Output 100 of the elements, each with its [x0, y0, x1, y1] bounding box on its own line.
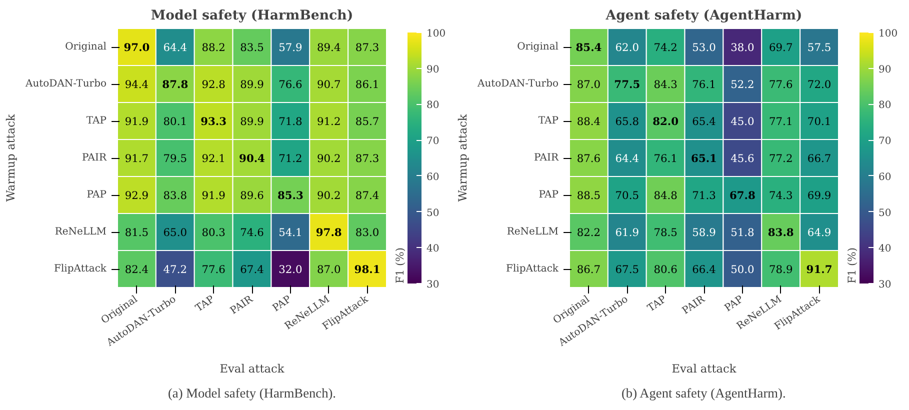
y-tick-label: PAP — [538, 190, 559, 200]
color-bar-label: 80 — [426, 100, 440, 112]
data-label: 78.5 — [654, 226, 678, 239]
data-label: 58.9 — [692, 226, 716, 239]
color-bar-label: 100 — [426, 28, 446, 40]
data-label: 64.4 — [615, 152, 640, 165]
text: (b) Agent safety (AgentHarm). — [621, 386, 786, 400]
data-label: 87.0 — [316, 263, 341, 276]
data-label: 87.3 — [355, 41, 380, 54]
data-label: 54.1 — [278, 226, 302, 239]
color-bar-label: 70 — [426, 136, 440, 148]
data-label: 65.8 — [615, 115, 640, 128]
data-label: 65.0 — [163, 226, 188, 239]
data-label: 80.6 — [654, 263, 678, 276]
data-label: 91.9 — [124, 115, 149, 128]
data-label: 87.4 — [355, 189, 380, 202]
data-label: 85.7 — [355, 115, 380, 128]
color-bar-label: 30 — [426, 280, 440, 290]
data-label: 88.2 — [202, 41, 226, 54]
data-label: 90.2 — [316, 189, 341, 202]
data-label: 76.1 — [654, 152, 678, 165]
data-label: 51.8 — [730, 226, 755, 239]
data-label: 71.3 — [692, 189, 716, 202]
data-label: 89.6 — [240, 189, 264, 202]
data-label: 98.1 — [354, 263, 380, 276]
data-label: 84.3 — [654, 78, 678, 91]
color-bar-label: 30 — [878, 280, 892, 290]
data-label: 38.0 — [730, 41, 755, 54]
color-bar-label: 70 — [878, 136, 892, 148]
data-label: 45.6 — [730, 152, 755, 165]
color-bar-label: 40 — [426, 244, 440, 255]
data-label: 74.2 — [654, 41, 678, 54]
data-label: 92.8 — [202, 78, 226, 91]
data-label: 83.8 — [163, 189, 188, 202]
data-label: 67.4 — [240, 263, 264, 276]
data-label: 53.0 — [692, 41, 716, 54]
data-label: 86.7 — [576, 263, 601, 276]
data-label: 89.9 — [240, 115, 264, 128]
data-label: 61.9 — [615, 226, 640, 239]
y-tick-label: PAP — [86, 190, 107, 200]
data-label: 65.1 — [691, 152, 717, 165]
data-label: 62.0 — [615, 41, 640, 54]
data-label: 67.5 — [615, 263, 640, 276]
y-tick-label: TAP — [538, 116, 559, 126]
data-label: 85.4 — [576, 41, 602, 54]
data-label: 69.7 — [768, 41, 793, 54]
data-label: 72.0 — [807, 78, 832, 91]
data-label: 83.0 — [355, 226, 380, 239]
data-label: 76.6 — [278, 78, 303, 91]
data-label: 70.1 — [807, 115, 832, 128]
y-tick-label: ReNeLLM — [506, 226, 559, 238]
data-label: 91.9 — [202, 189, 226, 202]
data-label: 76.1 — [692, 78, 716, 91]
data-label: 45.0 — [730, 115, 755, 128]
color-bar-label: 60 — [426, 172, 440, 183]
data-label: 83.5 — [240, 41, 264, 54]
y-tick-label: TAP — [86, 116, 107, 126]
y-tick-label: AutoDAN-Turbo — [24, 78, 107, 90]
x-axis-title: Eval attack — [672, 361, 736, 376]
y-tick-label: AutoDAN-Turbo — [476, 78, 559, 90]
data-label: 94.4 — [124, 78, 149, 91]
data-label: 71.2 — [278, 152, 302, 165]
data-label: 87.0 — [576, 78, 601, 91]
data-label: 91.7 — [806, 263, 832, 276]
data-label: 92.9 — [124, 189, 149, 202]
color-bar-label: 100 — [878, 28, 898, 40]
color-bar-label: 90 — [426, 64, 440, 76]
data-label: 77.6 — [768, 78, 793, 91]
data-label: 80.1 — [163, 115, 188, 128]
color-bar-title: F1 (%) — [394, 247, 406, 284]
data-label: 81.5 — [124, 226, 149, 239]
color-bar-label: 50 — [426, 208, 440, 219]
data-label: 91.2 — [316, 115, 341, 128]
y-tick-label: ReNeLLM — [54, 226, 107, 238]
data-label: 52.2 — [730, 78, 754, 91]
y-tick-label: PAIR — [82, 152, 107, 164]
data-label: 50.0 — [730, 263, 755, 276]
data-label: 97.8 — [316, 226, 342, 239]
color-bar-label: 60 — [878, 172, 892, 183]
data-label: 97.0 — [124, 41, 150, 54]
data-label: 88.5 — [576, 189, 601, 202]
x-tick-label: TAP — [646, 294, 669, 314]
data-label: 66.7 — [807, 152, 832, 165]
data-label: 78.9 — [768, 263, 793, 276]
y-tick-label: FlipAttack — [54, 264, 108, 274]
color-bar-label: 40 — [878, 244, 892, 255]
x-tick-label: TAP — [194, 294, 217, 314]
chart-title: Agent safety (AgentHarm) — [604, 8, 802, 24]
data-label: 77.5 — [614, 78, 640, 91]
data-label: 84.8 — [654, 189, 678, 202]
data-label: 87.3 — [355, 152, 380, 165]
data-label: 88.4 — [576, 115, 601, 128]
color-bar-label: 90 — [878, 64, 892, 76]
data-label: 69.9 — [807, 189, 832, 202]
data-label: 90.2 — [316, 152, 341, 165]
data-label: 87.8 — [162, 78, 188, 91]
data-label: 74.3 — [768, 189, 793, 202]
data-label: 80.3 — [202, 226, 226, 239]
data-label: 77.1 — [768, 115, 793, 128]
data-label: 89.9 — [240, 78, 264, 91]
